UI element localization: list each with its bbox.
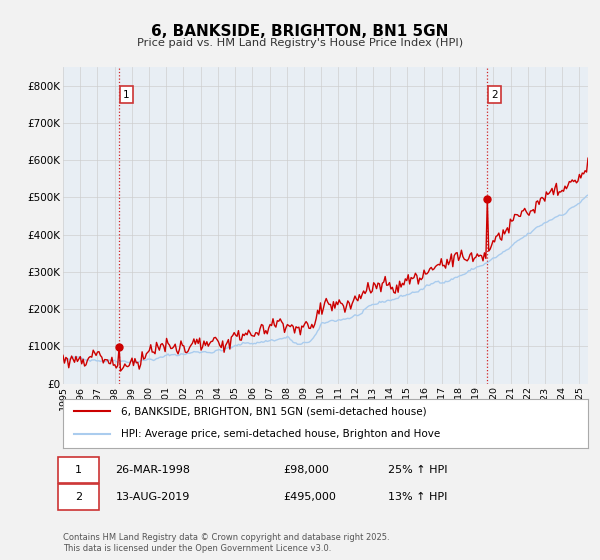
Text: £495,000: £495,000 (284, 492, 337, 502)
Text: HPI: Average price, semi-detached house, Brighton and Hove: HPI: Average price, semi-detached house,… (121, 429, 440, 439)
Text: £98,000: £98,000 (284, 465, 329, 475)
FancyBboxPatch shape (58, 456, 98, 483)
Text: 13% ↑ HPI: 13% ↑ HPI (389, 492, 448, 502)
Text: Price paid vs. HM Land Registry's House Price Index (HPI): Price paid vs. HM Land Registry's House … (137, 38, 463, 48)
Text: 26-MAR-1998: 26-MAR-1998 (115, 465, 191, 475)
Text: 2: 2 (491, 90, 498, 100)
Text: Contains HM Land Registry data © Crown copyright and database right 2025.
This d: Contains HM Land Registry data © Crown c… (63, 533, 389, 553)
Text: 1: 1 (123, 90, 130, 100)
Text: 6, BANKSIDE, BRIGHTON, BN1 5GN (semi-detached house): 6, BANKSIDE, BRIGHTON, BN1 5GN (semi-det… (121, 406, 427, 416)
Text: 1: 1 (75, 465, 82, 475)
Text: 25% ↑ HPI: 25% ↑ HPI (389, 465, 448, 475)
Text: 13-AUG-2019: 13-AUG-2019 (115, 492, 190, 502)
Text: 6, BANKSIDE, BRIGHTON, BN1 5GN: 6, BANKSIDE, BRIGHTON, BN1 5GN (151, 24, 449, 39)
FancyBboxPatch shape (58, 484, 98, 510)
Text: 2: 2 (74, 492, 82, 502)
